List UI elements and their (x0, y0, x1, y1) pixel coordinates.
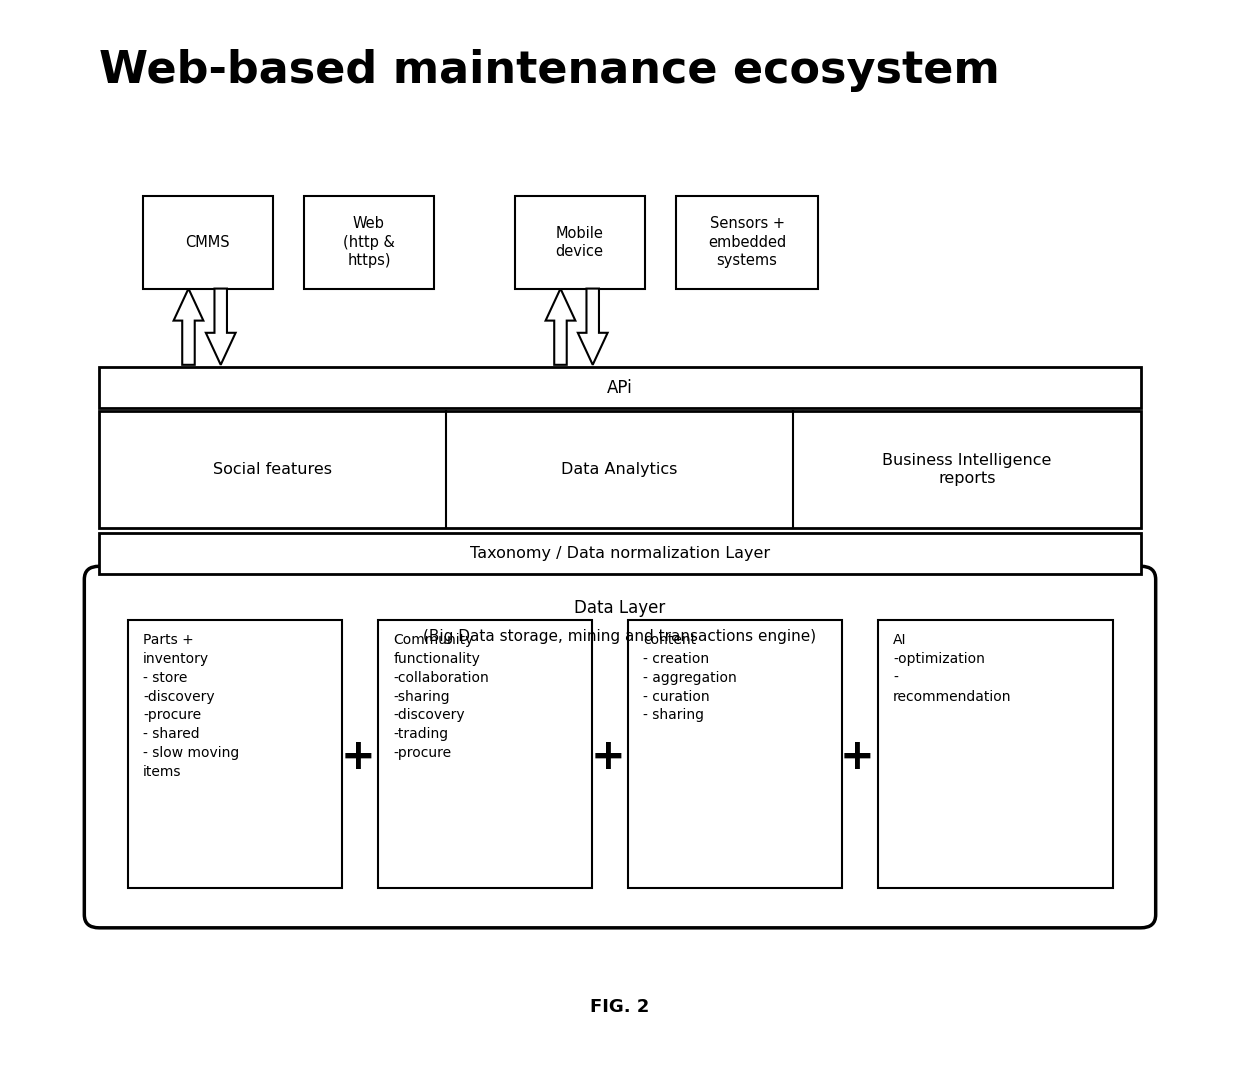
Bar (99, 411, 1141, 528)
Text: Mobile
device: Mobile device (556, 225, 604, 259)
Text: (Big Data storage, mining and transactions engine): (Big Data storage, mining and transactio… (423, 629, 817, 645)
Text: Community
functionality
-collaboration
-sharing
-discovery
-trading
-procure: Community functionality -collaboration -… (393, 633, 489, 760)
Text: +: + (590, 736, 625, 779)
Bar (304, 196, 434, 289)
Text: Taxonomy / Data normalization Layer: Taxonomy / Data normalization Layer (470, 546, 770, 561)
Bar (378, 620, 591, 888)
Bar (99, 367, 1141, 408)
Text: +: + (340, 736, 374, 779)
Bar (878, 620, 1112, 888)
Text: Data Analytics: Data Analytics (562, 462, 678, 477)
Text: APi: APi (608, 379, 632, 396)
Text: Parts +
inventory
- store
-discovery
-procure
- shared
- slow moving
items: Parts + inventory - store -discovery -pr… (144, 633, 239, 780)
Bar (629, 620, 842, 888)
FancyBboxPatch shape (84, 566, 1156, 928)
Polygon shape (546, 289, 575, 365)
Text: Web-based maintenance ecosystem: Web-based maintenance ecosystem (99, 49, 999, 91)
Text: Sensors +
embedded
systems: Sensors + embedded systems (708, 217, 786, 268)
Polygon shape (174, 289, 203, 365)
Text: content
- creation
- aggregation
- curation
- sharing: content - creation - aggregation - curat… (644, 633, 737, 722)
Text: +: + (841, 736, 875, 779)
Bar (99, 533, 1141, 574)
Polygon shape (206, 289, 236, 365)
Bar (129, 620, 342, 888)
Text: Data Layer: Data Layer (574, 599, 666, 617)
Text: FIG. 2: FIG. 2 (590, 999, 650, 1016)
Text: AI
-optimization
-
recommendation: AI -optimization - recommendation (893, 633, 1012, 703)
Bar (515, 196, 645, 289)
Text: Business Intelligence
reports: Business Intelligence reports (882, 453, 1052, 486)
Text: CMMS: CMMS (186, 235, 229, 249)
Text: Social features: Social features (213, 462, 332, 477)
Bar (143, 196, 273, 289)
Text: Web
(http &
https): Web (http & https) (343, 217, 394, 268)
Polygon shape (578, 289, 608, 365)
Bar (676, 196, 818, 289)
